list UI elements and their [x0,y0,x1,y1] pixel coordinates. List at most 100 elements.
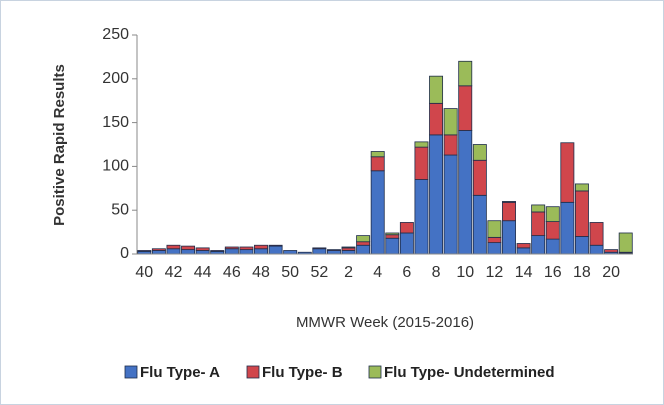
legend-swatch [368,365,382,379]
y-axis-label: Positive Rapid Results [51,64,68,226]
bar-segment [589,222,604,246]
bar-segment [326,250,341,255]
bar-segment [545,238,560,255]
bar-segment [195,247,210,251]
bar-segment [385,237,400,255]
bar-segment [560,142,575,203]
bar-segment [472,194,487,255]
x-tick-label: 52 [310,264,328,281]
bar-segment [560,201,575,255]
bar-segment [545,206,560,222]
bar-segment [268,245,283,255]
bar-segment [181,245,196,251]
x-tick-label: 40 [135,264,153,281]
bar-segment [356,235,371,243]
bar-segment [341,250,356,255]
bar-segment [370,156,385,172]
x-axis-label: MMWR Week (2015-2016) [296,314,474,331]
bar-segment [326,249,341,251]
x-tick-label: 14 [515,264,533,281]
bar-segment [502,220,516,255]
legend-label: Flu Type- Undetermined [384,364,555,381]
bar-segment [487,220,502,238]
x-tick-label: 46 [223,264,241,281]
bar-segment [181,249,196,255]
bar-segment [254,248,268,255]
bar-segment [429,102,444,136]
y-tick-label: 200 [102,70,129,87]
x-tick-label: 48 [252,264,270,281]
bar-segment [516,243,531,249]
legend-label: Flu Type- A [140,364,220,381]
bar-segment [531,211,546,237]
bar-segment [356,244,371,255]
bar-segment [574,190,589,237]
x-tick-label: 44 [194,264,212,281]
bar-segment [254,244,268,250]
x-tick-label: 50 [281,264,299,281]
bar-segment [516,247,531,255]
bar-segment [414,146,429,180]
bar-segment [385,234,400,239]
y-tick-label: 150 [102,114,129,131]
legend-label: Flu Type- B [262,364,343,381]
x-tick-label: 4 [373,264,382,281]
bar-segment [545,221,560,240]
x-tick-label: 42 [165,264,183,281]
y-tick-label: 0 [120,245,129,262]
bar-segment [589,244,604,255]
bar-segment [574,183,589,192]
bar-segment [429,134,444,255]
bar-segment [224,246,239,250]
y-tick-label: 50 [111,201,129,218]
bar-segment [166,244,181,250]
bar-segment [487,236,502,244]
bar-segment [414,179,429,255]
bar-segment [370,170,385,255]
x-tick-label: 6 [402,264,411,281]
bar-segment [443,134,458,156]
x-tick-label: 18 [573,264,591,281]
bar-segment [151,250,166,255]
bar-segment [210,250,225,252]
bar-segment [268,244,283,247]
bar-segment [224,248,239,255]
x-tick-label: 8 [432,264,441,281]
y-tick-label: 250 [102,26,129,43]
x-tick-label: 12 [486,264,504,281]
bar-segment [399,222,414,234]
bar-segment [239,246,254,251]
bar-segment [399,232,414,255]
bar-segment [414,141,429,148]
bar-segment [487,242,502,255]
bar-segment [385,232,400,236]
bar-segment [604,249,619,253]
bar-segment [166,248,181,255]
bar-segment [502,201,516,222]
bar-segment [472,159,487,196]
bar-segment [137,250,152,252]
bar-segment [151,248,166,251]
legend-swatch [246,365,260,379]
bar-segment [356,241,371,246]
y-tick-label: 100 [102,158,129,175]
bar-segment [195,250,210,255]
bar-segment [618,232,633,253]
bar-segment [429,75,444,104]
bar-segment [341,246,356,249]
bar-segment [472,144,487,161]
x-tick-label: 20 [602,264,620,281]
bar-segment [370,151,385,158]
bar-segment [531,204,546,213]
legend-swatch [124,365,138,379]
bar-segment [443,108,458,136]
legend: Flu Type- A Flu Type- B Flu Type- Undeterm… [124,364,555,381]
bar-segment [443,154,458,255]
bar-segment [574,236,589,255]
bar-segment [502,201,516,203]
bar-segment [283,250,298,255]
x-tick-label: 2 [344,264,353,281]
bar-segment [458,130,473,255]
